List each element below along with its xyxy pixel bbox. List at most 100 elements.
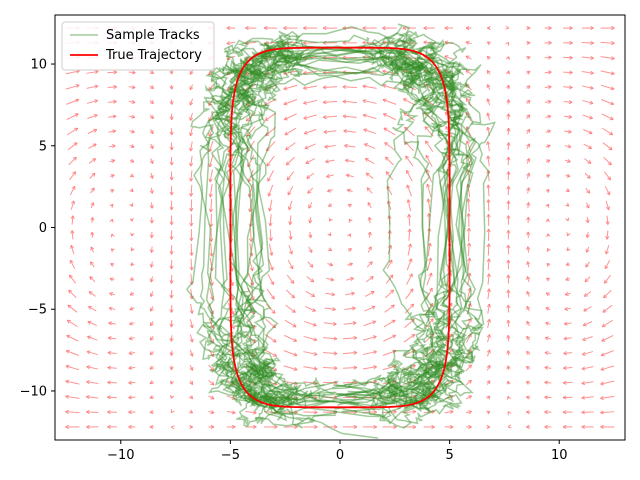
field-arrow	[565, 202, 570, 207]
field-arrow	[129, 129, 135, 134]
field-arrow	[343, 321, 357, 326]
field-arrow	[189, 303, 194, 314]
field-arrow	[149, 172, 154, 179]
field-arrow	[486, 155, 491, 167]
field-arrow	[90, 246, 95, 253]
field-arrow	[402, 40, 417, 45]
field-arrow	[526, 246, 531, 253]
field-arrow	[149, 424, 154, 430]
field-arrow	[322, 85, 338, 90]
field-arrow	[465, 154, 471, 167]
field-arrow	[342, 114, 357, 119]
field-arrow	[226, 25, 236, 31]
field-arrow	[526, 143, 531, 149]
field-arrow	[90, 187, 95, 194]
field-arrow	[526, 231, 531, 238]
field-arrow	[128, 410, 136, 415]
field-arrow	[169, 380, 174, 385]
field-arrow	[263, 69, 278, 76]
field-arrow	[603, 156, 612, 166]
field-arrow	[128, 351, 136, 356]
field-arrow	[405, 288, 414, 300]
field-arrow	[149, 261, 154, 268]
field-arrow	[89, 261, 95, 268]
field-arrow	[108, 114, 117, 119]
field-arrow	[382, 424, 397, 430]
field-arrow	[386, 200, 392, 210]
field-arrow	[109, 159, 116, 164]
field-arrow	[107, 99, 117, 104]
field-arrow	[306, 172, 315, 179]
field-arrow	[486, 228, 491, 241]
sample-track	[247, 44, 438, 400]
field-arrow	[382, 379, 397, 385]
field-arrow	[268, 243, 274, 256]
field-arrow	[149, 395, 154, 400]
field-arrow	[581, 55, 594, 61]
field-arrow	[303, 85, 318, 90]
field-arrow	[544, 336, 551, 341]
field-arrow	[130, 276, 135, 281]
field-arrow	[69, 244, 75, 255]
field-arrow	[423, 26, 435, 31]
field-arrow	[247, 287, 255, 301]
field-arrow	[303, 335, 318, 342]
field-arrow	[169, 186, 174, 196]
field-arrow	[486, 318, 491, 328]
field-arrow	[406, 199, 412, 212]
field-arrow	[565, 217, 570, 222]
field-arrow	[287, 259, 294, 270]
field-arrow	[363, 128, 376, 135]
field-arrow	[506, 185, 511, 196]
field-arrow	[264, 349, 277, 357]
field-arrow	[88, 158, 97, 164]
field-arrow	[208, 395, 215, 400]
field-arrow	[465, 83, 472, 91]
field-arrow	[565, 277, 571, 281]
field-arrow	[149, 246, 154, 253]
field-arrow	[525, 381, 531, 385]
field-arrow	[189, 84, 194, 91]
field-arrow	[169, 142, 174, 151]
field-arrow	[169, 289, 174, 299]
field-arrow	[86, 84, 99, 89]
field-arrow	[209, 257, 214, 272]
field-arrow	[87, 335, 98, 341]
field-arrow	[544, 99, 552, 104]
field-arrow	[584, 276, 591, 283]
sample-track	[209, 60, 466, 399]
field-arrow	[526, 202, 531, 209]
field-arrow	[288, 245, 294, 255]
field-arrow	[305, 158, 315, 165]
field-arrow	[382, 98, 397, 105]
field-arrow	[226, 410, 236, 415]
field-arrow	[268, 228, 273, 242]
field-arrow	[362, 69, 377, 74]
field-arrow	[303, 351, 318, 357]
field-arrow	[563, 336, 572, 341]
field-arrow	[149, 129, 154, 135]
field-arrow	[329, 217, 333, 222]
field-arrow	[583, 143, 592, 149]
field-arrow	[466, 302, 472, 315]
field-arrow	[107, 365, 117, 370]
field-arrow	[604, 259, 611, 270]
field-arrow	[264, 112, 277, 121]
field-arrow	[149, 291, 154, 297]
sample-track	[190, 53, 473, 409]
field-arrow	[465, 97, 472, 106]
field-arrow	[265, 303, 276, 314]
field-arrow	[323, 424, 338, 430]
field-arrow	[506, 365, 511, 370]
field-arrow	[245, 25, 257, 31]
field-arrow	[402, 83, 416, 91]
field-arrow	[583, 306, 592, 312]
field-arrow	[544, 25, 552, 31]
field-arrow	[486, 243, 491, 256]
field-arrow	[600, 41, 615, 46]
field-arrow	[208, 303, 215, 315]
field-arrow	[345, 291, 355, 296]
field-arrow	[526, 99, 531, 104]
field-arrow	[544, 365, 552, 370]
field-arrow	[425, 302, 434, 315]
